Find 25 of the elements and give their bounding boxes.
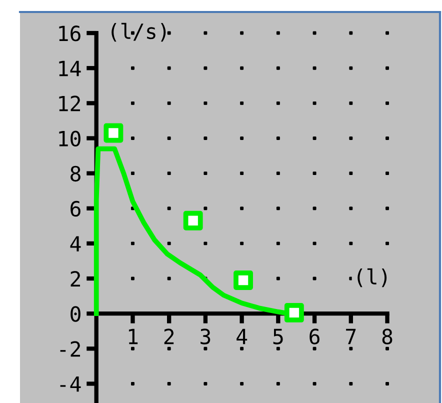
point [183, 210, 203, 230]
point [104, 123, 124, 143]
point [234, 270, 253, 290]
x-tick-label: 1 [128, 328, 138, 344]
x-axis-title: (l) [358, 268, 387, 288]
x-tick-label: 2 [164, 328, 174, 344]
x-tick-label: 7 [346, 328, 356, 344]
y-tick-label: -4 [60, 376, 81, 392]
y-axis-title: (l/s) [112, 22, 166, 42]
x-tick-label: 5 [273, 328, 283, 344]
y-tick-label: 10 [59, 130, 80, 147]
x-tick-label: 3 [200, 328, 210, 344]
y-tick-label: 6 [70, 200, 80, 217]
x-tick-label: 4 [236, 328, 248, 344]
y-tick-label: 16 [59, 26, 80, 42]
y-tick-label: 14 [59, 60, 81, 76]
point [284, 302, 304, 322]
x-tick-label: 6 [310, 328, 320, 344]
y-tick-label: 12 [59, 96, 80, 112]
x-tick-label: 8 [382, 328, 392, 344]
y-tick-label: 8 [70, 166, 80, 182]
y-tick-label: 4 [70, 236, 81, 252]
y-tick-label: 2 [70, 271, 80, 286]
y-tick-label: -2 [60, 341, 80, 357]
y-tick-label: 0 [70, 306, 80, 322]
